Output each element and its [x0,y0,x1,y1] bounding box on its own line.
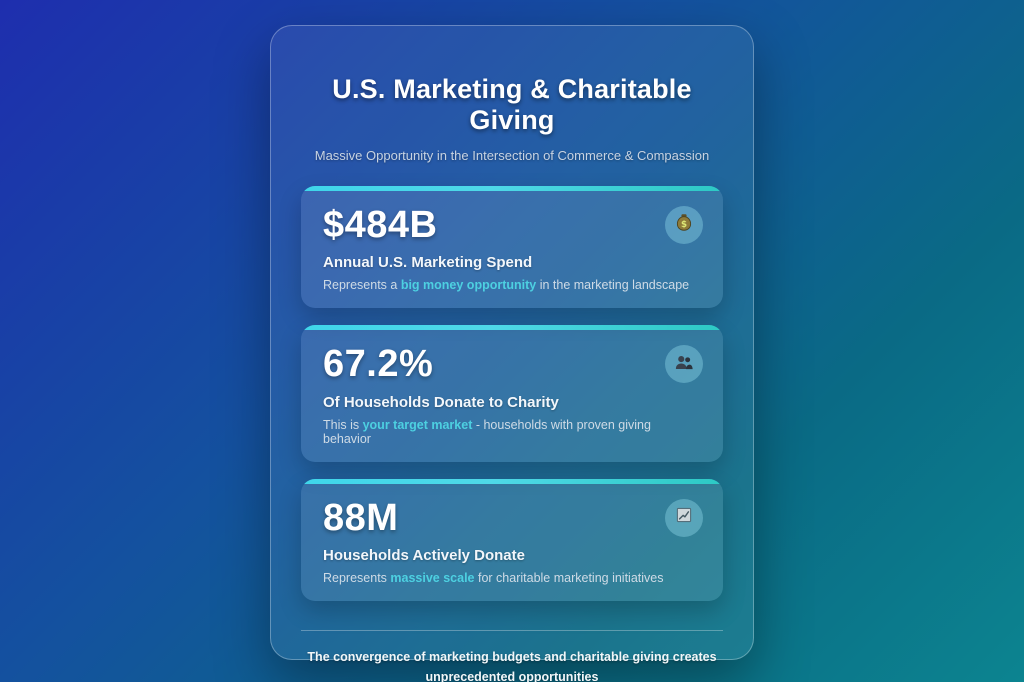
svg-text:$: $ [681,220,687,230]
stat-label: Households Actively Donate [323,547,525,565]
desc-suffix: in the marketing landscape [536,278,690,293]
card-accent-bar [301,325,723,331]
chart-increasing-icon [673,504,695,531]
stat-description: This is your target market - households … [323,418,701,446]
desc-prefix: This is [323,417,363,432]
infographic-panel: U.S. Marketing & Charitable Giving Massi… [270,25,754,682]
money-bag-icon: $ [673,211,695,238]
stat-card-marketing-spend: $484B Annual U.S. Marketing Spend Repres… [301,185,723,309]
icon-badge [665,498,703,537]
icon-badge: $ [665,205,703,244]
card-accent-bar [301,478,723,484]
stat-label: Annual U.S. Marketing Spend [323,254,533,272]
card-body: 67.2% Of Households Donate to Charity Th… [301,330,723,462]
desc-prefix: Represents [323,571,391,586]
stat-value: 67.2% [323,343,434,386]
stat-card-household-donation-rate: 67.2% Of Households Donate to Charity Th… [301,325,723,462]
card-accent-bar [301,185,723,191]
desc-suffix: for charitable marketing initiatives [474,571,664,586]
stat-description: Represents a big money opportunity in th… [323,278,701,292]
icon-badge [665,345,703,384]
stat-description: Represents massive scale for charitable … [323,571,701,585]
card-body: $484B Annual U.S. Marketing Spend Repres… [301,191,723,309]
people-icon [673,351,695,378]
stat-label: Of Households Donate to Charity [323,393,559,411]
footer-divider [301,630,723,632]
footer-note: The convergence of marketing budgets and… [307,650,717,682]
stat-cards: $484B Annual U.S. Marketing Spend Repres… [301,185,723,602]
stat-card-households-actively-donate: 88M Households Actively Donate Represent… [301,478,723,602]
card-body: 88M Households Actively Donate Represent… [301,484,723,602]
desc-suffix: - households with proven giving behavior [323,417,651,446]
stat-value: $484B [323,203,438,246]
stat-value: 88M [323,496,399,539]
desc-prefix: Represents a [323,278,401,293]
page-subtitle: Massive Opportunity in the Intersection … [314,147,710,163]
desc-highlight: your target market [362,417,473,432]
desc-highlight: massive scale [390,571,475,586]
page-title: U.S. Marketing & Charitable Giving [332,74,692,136]
desc-highlight: big money opportunity [400,278,537,293]
